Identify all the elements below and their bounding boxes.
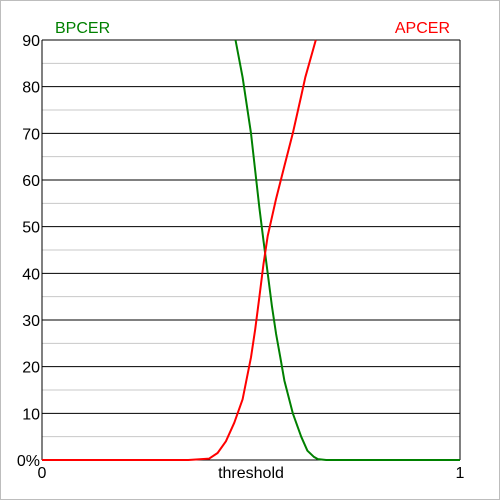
y-tick-label: 70 xyxy=(22,126,40,143)
y-tick-label: 10 xyxy=(22,406,40,423)
y-tick-label: 80 xyxy=(22,80,40,97)
y-tick-label: 50 xyxy=(22,220,40,237)
series-label-apcer: APCER xyxy=(395,20,450,37)
y-tick-label: 20 xyxy=(22,360,40,377)
y-tick-label: 60 xyxy=(22,173,40,190)
labels: 0% 10 20 30 40 50 60 70 80 90 0 1 threshold BPCER APCE… xyxy=(17,20,465,482)
y-tick-label: 90 xyxy=(22,33,40,50)
series-label-bpcer: BPCER xyxy=(55,20,110,37)
x-axis-label: threshold xyxy=(218,465,284,482)
grid-lines xyxy=(42,39,460,438)
series-line-apcer xyxy=(42,39,317,461)
y-tick-label: 0% xyxy=(17,453,40,470)
series-lines xyxy=(42,39,460,461)
x-tick-label: 0 xyxy=(38,465,47,482)
series-line-bpcer xyxy=(234,39,460,461)
y-tick-label: 40 xyxy=(22,266,40,283)
x-tick-label: 1 xyxy=(456,465,465,482)
y-tick-label: 30 xyxy=(22,313,40,330)
